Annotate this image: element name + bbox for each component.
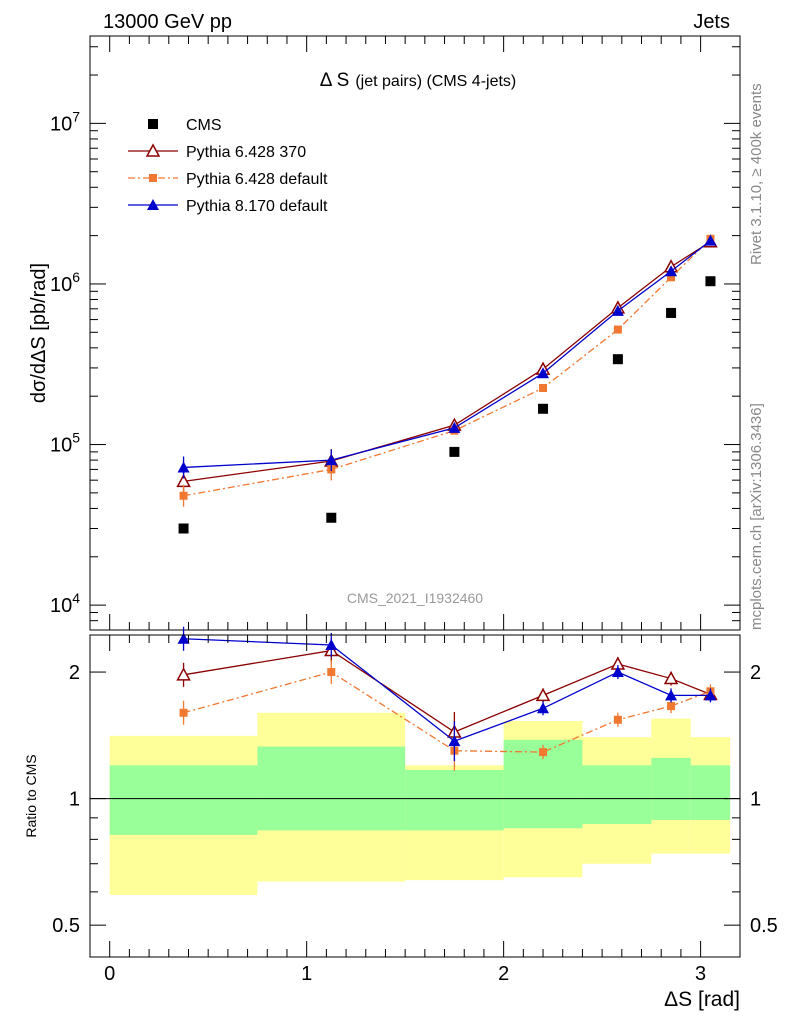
data-point [326,512,337,523]
data-point [178,523,189,534]
data-point [704,234,717,246]
legend-label: Pythia 6.428 default [186,171,328,188]
uncertainty-band-inner [405,769,504,831]
main-title: Δ S (jet pairs) (CMS 4-jets) [320,70,517,91]
ratio-y-axis-label: Ratio to CMS [23,754,39,837]
main-y-axis-label: dσ/dΔS [pb/rad] [28,263,50,403]
ratio-point [327,668,336,677]
ratio-point [537,702,550,714]
watermark: CMS_2021_I1932460 [347,590,483,606]
legend-label: CMS [186,117,222,134]
y-tick-label: 107 [50,108,80,135]
side-rivet-info: Rivet 3.1.10, ≥ 400k events [748,83,765,265]
uncertainty-band-inner [257,746,406,831]
legend-marker [149,174,157,182]
data-point [179,491,188,500]
header-energy: 13000 GeV pp [103,11,232,33]
ratio-frame [89,634,741,958]
x-axis-label: ΔS [rad] [664,988,740,1011]
y-tick-label: 105 [50,430,80,457]
y-tick-label: 104 [50,590,80,617]
data-point [705,276,716,287]
x-tick-label: 2 [498,963,509,985]
main-panel: 104 105 106 107 Δ S (jet pairs) (CMS 4-jets)… [28,35,741,631]
ratio-point [179,708,188,717]
data-point [448,421,461,433]
legend-label: Pythia 8.170 default [186,198,328,215]
ratio-point [535,687,551,702]
ratio-point [611,666,624,678]
ratio-point [177,632,190,644]
ratio-panel: 0.5 0.5 1 1 2 2 0 1 2 3 Ratio to CMS ΔS [rad] [23,626,778,1011]
x-tick-label: 3 [695,963,706,985]
uncertainty-band-inner [582,765,652,825]
ratio-y-tick-label: 2 [69,662,80,684]
y-tick-label: 106 [50,269,80,296]
legend-marker [148,119,158,129]
data-point [613,325,622,334]
ratio-point [613,715,622,724]
legend-marker [145,143,161,157]
data-point [449,446,460,457]
ratio-point [539,748,548,757]
uncertainty-band-inner [109,765,258,835]
legend-marker [147,199,159,210]
data-point [538,403,549,414]
ratio-point [665,689,678,701]
ratio-y-tick-label-right: 2 [750,662,761,684]
uncertainty-band-inner [651,757,691,820]
ratio-y-tick-label-right: 1 [750,789,761,811]
legend-label: Pythia 6.428 370 [186,144,306,161]
data-point [177,461,190,473]
data-point [667,273,676,282]
ratio-y-tick-label: 1 [69,789,80,811]
data-point [539,383,548,392]
data-point [325,454,338,466]
header-process: Jets [693,11,730,33]
x-tick-label: 1 [301,963,312,985]
data-point [611,304,624,316]
ratio-point [448,735,461,747]
data-point [665,265,678,277]
series-line-2 [183,238,711,497]
x-tick-label: 0 [104,963,115,985]
uncertainty-band-inner [690,765,731,820]
legend: CMS Pythia 6.428 370 Pythia 6.428 default P… [128,117,328,215]
ratio-point [663,670,679,685]
data-point [666,307,677,318]
ratio-point [704,689,717,701]
series-line-1 [183,241,711,482]
ratio-point [325,638,338,650]
main-frame [89,35,741,631]
ratio-y-tick-label: 0.5 [52,915,80,937]
ratio-y-tick-label-right: 0.5 [750,915,778,937]
ratio-point [667,702,676,711]
side-mcplots-info: mcplots.cern.ch [arXiv:1306.3436] [748,403,765,630]
data-point [612,354,623,365]
data-point [537,367,550,379]
ratio-point [176,667,191,681]
